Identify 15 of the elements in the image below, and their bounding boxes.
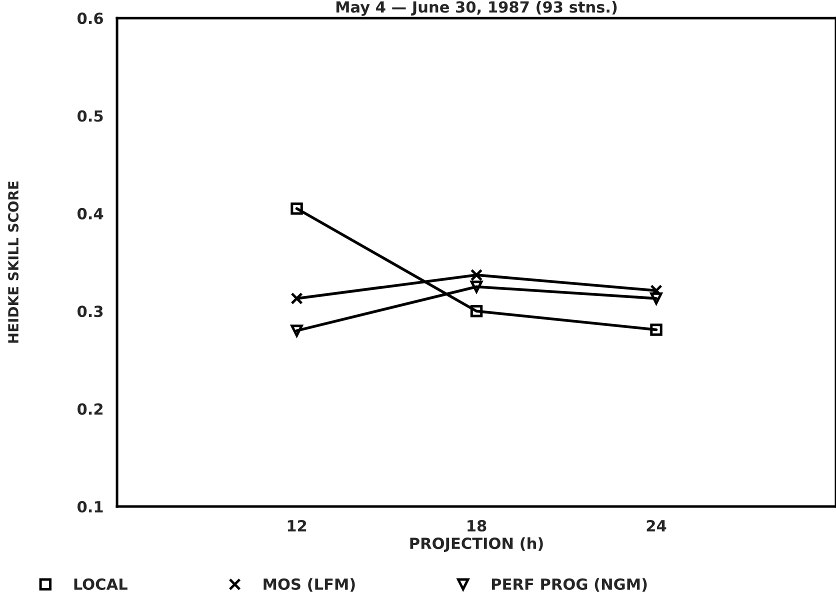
y-tick-label: 0.4 (78, 208, 104, 220)
y-tick-label: 0.2 (78, 403, 103, 415)
x-tick-label: 18 (468, 520, 486, 532)
y-tick-label: 0.5 (78, 110, 103, 122)
y-tick-label: 0.3 (78, 306, 103, 318)
y-axis-title: HEIDKE SKILL SCORE (8, 182, 19, 343)
y-tick-label: 0.1 (78, 500, 103, 513)
x-axis-title: PROJECTION (h) (410, 537, 543, 552)
y-tick-label: 0.6 (78, 12, 104, 24)
chart-title: May 4 — June 30, 1987 (93 stns.) (336, 0, 617, 16)
legend-label: LOCAL (74, 578, 128, 590)
legend-label: PERF PROG (NGM) (492, 578, 647, 592)
x-tick-label: 12 (288, 520, 306, 532)
x-tick-label: 24 (646, 520, 666, 532)
legend-label: MOS (LFM) (264, 578, 355, 592)
